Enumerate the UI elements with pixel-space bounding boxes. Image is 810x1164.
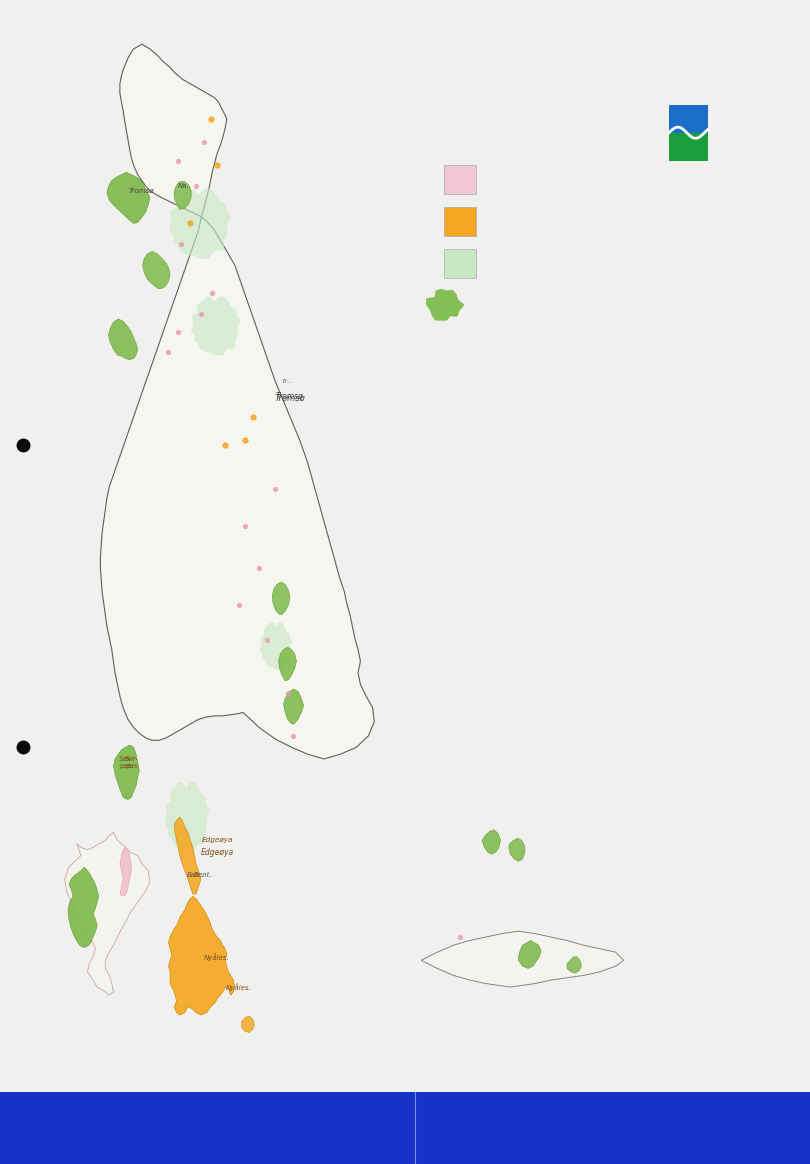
Polygon shape xyxy=(113,745,139,800)
Bar xyxy=(444,165,476,194)
Polygon shape xyxy=(284,689,304,724)
Polygon shape xyxy=(482,830,501,854)
Text: Tr...: Tr... xyxy=(282,379,293,384)
Polygon shape xyxy=(169,189,231,258)
Text: Edgeøya: Edgeøya xyxy=(202,837,232,844)
Polygon shape xyxy=(165,782,210,852)
Polygon shape xyxy=(279,647,296,681)
Text: Tromsø: Tromsø xyxy=(276,391,304,400)
Polygon shape xyxy=(109,319,138,360)
Polygon shape xyxy=(120,847,131,896)
Bar xyxy=(669,105,708,133)
Bar xyxy=(669,133,708,161)
Text: Nyåles.: Nyåles. xyxy=(204,953,230,960)
Polygon shape xyxy=(143,251,170,289)
Polygon shape xyxy=(100,44,374,759)
Polygon shape xyxy=(68,867,99,947)
Text: Tromsø: Tromsø xyxy=(129,187,155,194)
Polygon shape xyxy=(567,957,582,973)
Polygon shape xyxy=(426,289,464,320)
Text: Sør-
pas.: Sør- pas. xyxy=(118,755,133,769)
Polygon shape xyxy=(518,941,541,968)
Polygon shape xyxy=(421,931,624,987)
Polygon shape xyxy=(65,832,150,995)
Polygon shape xyxy=(168,896,235,1015)
Text: Edgeøya: Edgeøya xyxy=(201,847,233,857)
Bar xyxy=(0,1092,810,1164)
Polygon shape xyxy=(174,182,191,210)
Text: B...: B... xyxy=(194,872,205,879)
Bar xyxy=(444,207,476,236)
Text: Tromsø: Tromsø xyxy=(275,393,305,403)
Polygon shape xyxy=(174,817,201,894)
Polygon shape xyxy=(107,172,150,223)
Text: Nyåles.: Nyåles. xyxy=(226,984,252,991)
Bar xyxy=(444,249,476,278)
Polygon shape xyxy=(272,582,290,615)
Text: Barent.: Barent. xyxy=(186,872,212,879)
Polygon shape xyxy=(260,623,292,669)
Polygon shape xyxy=(509,838,525,861)
Text: Na..: Na.. xyxy=(177,183,192,190)
Polygon shape xyxy=(241,1016,254,1032)
Polygon shape xyxy=(191,297,241,355)
Text: Sør-
pas.: Sør- pas. xyxy=(125,755,139,769)
